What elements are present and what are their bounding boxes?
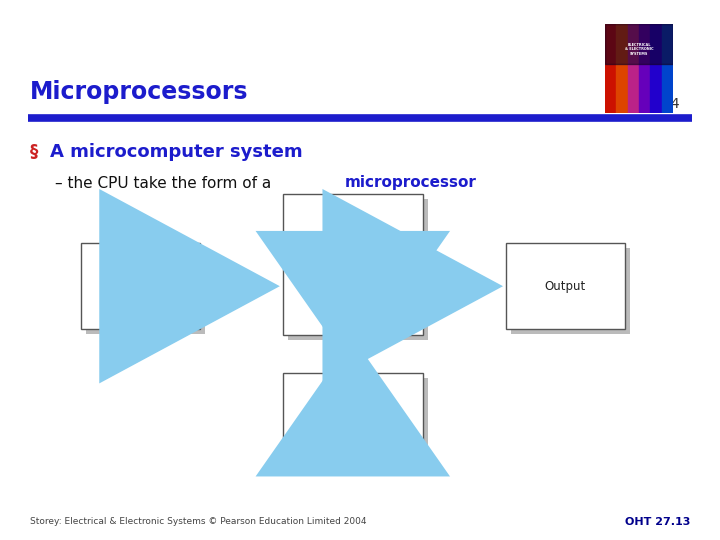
Bar — [616, 24, 628, 113]
FancyBboxPatch shape — [287, 199, 428, 340]
Text: A microcomputer system: A microcomputer system — [50, 143, 302, 161]
Bar — [605, 24, 616, 113]
FancyBboxPatch shape — [287, 377, 428, 453]
Text: Output: Output — [544, 280, 586, 293]
FancyBboxPatch shape — [506, 243, 625, 329]
FancyBboxPatch shape — [283, 194, 423, 335]
Text: Central
processing unit

(CPU): Central processing unit (CPU) — [307, 231, 398, 298]
Bar — [605, 24, 673, 64]
Text: Memory: Memory — [329, 404, 377, 417]
Text: microprocessor: microprocessor — [345, 176, 477, 191]
FancyBboxPatch shape — [81, 243, 200, 329]
Text: Microprocessors: Microprocessors — [30, 80, 248, 104]
Text: Input: Input — [125, 280, 156, 293]
Text: §: § — [30, 143, 38, 161]
FancyBboxPatch shape — [86, 248, 204, 334]
Bar — [628, 24, 639, 113]
Text: ELECTRICAL
& ELECTRONIC
SYSTEMS: ELECTRICAL & ELECTRONIC SYSTEMS — [625, 43, 653, 56]
Text: – the CPU take the form of a: – the CPU take the form of a — [55, 176, 276, 191]
Bar — [650, 24, 662, 113]
Text: OHT 27.13: OHT 27.13 — [625, 517, 690, 527]
Text: 27.4: 27.4 — [649, 97, 680, 111]
Bar — [639, 24, 650, 113]
FancyBboxPatch shape — [510, 248, 629, 334]
FancyBboxPatch shape — [283, 373, 423, 448]
Text: Storey: Electrical & Electronic Systems © Pearson Education Limited 2004: Storey: Electrical & Electronic Systems … — [30, 517, 366, 526]
Bar — [662, 24, 673, 113]
